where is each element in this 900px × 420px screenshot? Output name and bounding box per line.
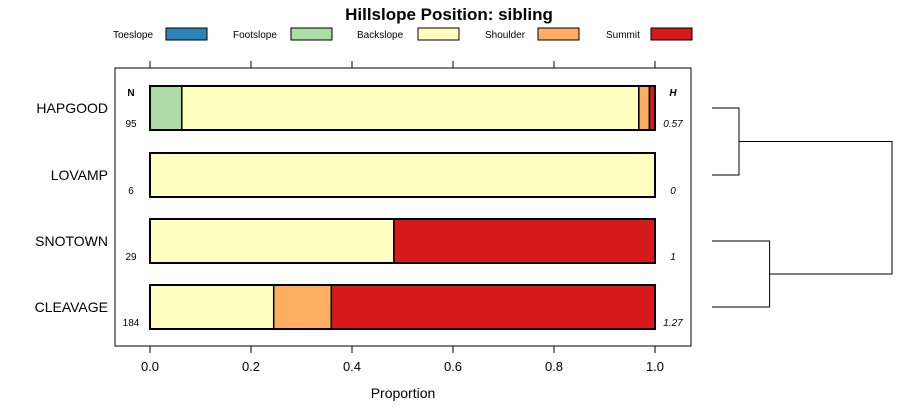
bar-row-cleavage: CLEAVAGE 184 1.27 bbox=[35, 284, 683, 330]
h-value-cleavage: 1.27 bbox=[663, 318, 683, 329]
bar-segment-hapgood-backslope bbox=[181, 85, 640, 131]
bar-row-hapgood: HAPGOOD 95 0.57 bbox=[36, 85, 683, 131]
x-tick-label: 0.8 bbox=[545, 359, 563, 374]
plot-frame bbox=[114, 67, 692, 347]
bar-row-lovamp: LOVAMP 6 0 bbox=[51, 152, 676, 198]
legend-swatch-summit bbox=[650, 27, 693, 41]
h-header: H bbox=[669, 88, 677, 99]
legend-label-backslope: Backslope bbox=[357, 30, 404, 41]
n-value-hapgood: 95 bbox=[125, 119, 137, 130]
bar-outline bbox=[149, 85, 656, 131]
dendro-merge-root bbox=[739, 141, 893, 275]
n-header: N bbox=[127, 88, 134, 99]
bar-segment-snotown-backslope bbox=[149, 218, 395, 264]
x-tick-label: 1.0 bbox=[646, 359, 664, 374]
h-value-lovamp: 0 bbox=[670, 186, 676, 197]
x-tick-label: 0.0 bbox=[141, 359, 159, 374]
legend-label-toeslope: Toeslope bbox=[113, 30, 153, 41]
legend-label-shoulder: Shoulder bbox=[485, 30, 526, 41]
legend-swatch-toeslope bbox=[165, 27, 208, 41]
dendro-merge-hapgood-lovamp bbox=[712, 107, 740, 176]
bar-outline bbox=[149, 152, 656, 198]
bar-segment-lovamp-backslope bbox=[149, 152, 656, 198]
bar-segment-cleavage-summit bbox=[330, 284, 656, 330]
h-value-snotown: 1 bbox=[670, 252, 676, 263]
legend-swatch-backslope bbox=[417, 27, 460, 41]
legend-label-summit: Summit bbox=[606, 30, 640, 41]
bar-segment-snotown-summit bbox=[393, 218, 656, 264]
row-label-snotown: SNOTOWN bbox=[35, 233, 108, 249]
x-axis-label: Proportion bbox=[371, 385, 436, 401]
n-value-snotown: 29 bbox=[125, 252, 137, 263]
dendro-merge-snotown-cleavage bbox=[712, 240, 771, 308]
x-tick-label: 0.4 bbox=[343, 359, 361, 374]
row-label-cleavage: CLEAVAGE bbox=[35, 299, 108, 315]
bar-outline bbox=[149, 284, 656, 330]
legend-swatch-shoulder bbox=[537, 27, 580, 41]
x-tick-label: 0.6 bbox=[444, 359, 462, 374]
bar-segment-hapgood-footslope bbox=[149, 85, 183, 131]
row-label-hapgood: HAPGOOD bbox=[36, 100, 108, 116]
legend-swatch-footslope bbox=[290, 27, 333, 41]
bar-segment-cleavage-shoulder bbox=[272, 284, 333, 330]
chart-title: Hillslope Position: sibling bbox=[345, 5, 553, 24]
bar-row-snotown: SNOTOWN 29 1 bbox=[35, 218, 676, 264]
legend-label-footslope: Footslope bbox=[233, 30, 277, 41]
x-axis: 0.0 0.2 0.4 0.6 0.8 1.0 bbox=[141, 61, 664, 374]
bar-segment-hapgood-shoulder bbox=[638, 85, 651, 131]
bar-outline bbox=[149, 218, 656, 264]
dendrogram bbox=[712, 107, 893, 308]
x-tick-label: 0.2 bbox=[242, 359, 260, 374]
legend: Toeslope Footslope Backslope Shoulder Summit bbox=[113, 27, 693, 41]
h-value-hapgood: 0.57 bbox=[663, 119, 683, 130]
n-value-cleavage: 184 bbox=[123, 318, 140, 329]
bars: N H HAPGOOD 95 0.57 LOVAMP 6 0 SNOTOWN 29 1 CLEAVAG… bbox=[35, 85, 683, 330]
n-value-lovamp: 6 bbox=[128, 186, 134, 197]
bar-segment-cleavage-backslope bbox=[149, 284, 275, 330]
row-label-lovamp: LOVAMP bbox=[51, 167, 108, 183]
